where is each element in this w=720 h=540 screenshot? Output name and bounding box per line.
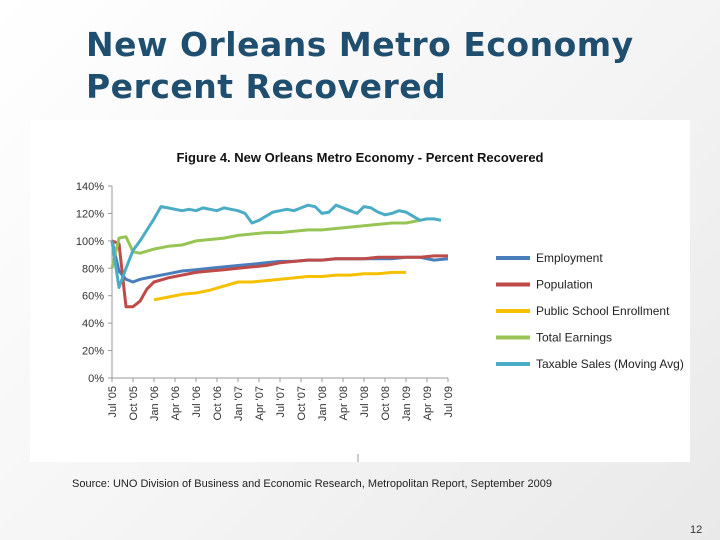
- x-tick-label: Jan '07: [233, 386, 245, 421]
- legend-label: Taxable Sales (Moving Avg): [536, 357, 684, 371]
- x-tick-label: Apr '07: [254, 386, 266, 421]
- x-tick-label: Apr '06: [170, 386, 182, 421]
- page-number: 12: [690, 524, 703, 536]
- y-tick-label: 40%: [82, 318, 104, 330]
- x-tick-label: Jan '06: [149, 386, 161, 421]
- x-tick-label: Jul '09: [443, 386, 455, 417]
- x-tick-label: Apr '09: [422, 386, 434, 421]
- x-tick-label: Jan '08: [317, 386, 329, 421]
- y-tick-label: 80%: [82, 263, 104, 275]
- x-tick-label: Jul '08: [359, 386, 371, 417]
- series-line-population: [111, 239, 448, 309]
- y-tick-label: 100%: [76, 236, 104, 248]
- chart-title: Figure 4. New Orleans Metro Economy - Pe…: [176, 150, 543, 165]
- series-line-public-school-enrollment: [153, 270, 406, 302]
- x-tick-label: Apr '08: [338, 386, 350, 421]
- slide-title: New Orleans Metro Economy Percent Recove…: [86, 24, 686, 108]
- series-line-taxable-sales-moving-avg: [110, 203, 442, 289]
- legend-label: Population: [536, 278, 593, 292]
- y-tick-label: 60%: [82, 291, 104, 303]
- x-tick-label: Jul '07: [275, 386, 287, 417]
- y-tick-label: 20%: [82, 346, 104, 358]
- x-tick-label: Jul '05: [107, 386, 119, 417]
- y-tick-label: 120%: [76, 208, 104, 220]
- legend-label: Public School Enrollment: [536, 304, 670, 318]
- x-tick-label: Oct '06: [212, 386, 224, 421]
- x-tick-label: Oct '07: [296, 386, 308, 421]
- x-tick-label: Oct '05: [128, 386, 140, 421]
- chart-image-panel: Figure 4. New Orleans Metro Economy - Pe…: [30, 120, 690, 462]
- title-line-1: New Orleans Metro Economy: [86, 25, 634, 64]
- y-tick-label: 0%: [88, 373, 104, 385]
- x-tick-label: Jan '09: [401, 386, 413, 421]
- x-tick-label: Jul '06: [191, 386, 203, 417]
- legend-label: Employment: [536, 251, 603, 265]
- y-tick-label: 140%: [76, 181, 104, 193]
- title-line-2: Percent Recovered: [86, 67, 447, 106]
- source-note: Source: UNO Division of Business and Eco…: [72, 478, 552, 490]
- legend-label: Total Earnings: [536, 331, 612, 345]
- x-tick-label: Oct '08: [380, 386, 392, 421]
- series-line-total-earnings: [110, 218, 421, 269]
- line-chart: Figure 4. New Orleans Metro Economy - Pe…: [76, 150, 684, 462]
